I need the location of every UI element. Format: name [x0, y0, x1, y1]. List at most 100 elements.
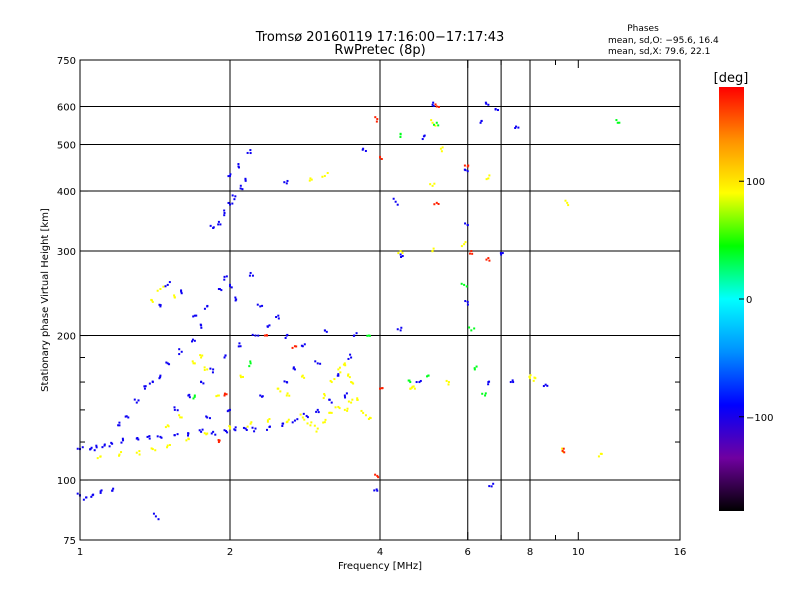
- data-point: [323, 394, 326, 397]
- data-point: [76, 492, 79, 495]
- data-point: [219, 223, 222, 226]
- data-point: [367, 334, 370, 337]
- x-tick-label: 16: [674, 547, 687, 558]
- data-point: [347, 373, 350, 376]
- data-point: [437, 105, 440, 108]
- legend: Phases mean, sd,O: −95.6, 16.4 mean, sd,…: [608, 24, 719, 57]
- data-point: [166, 444, 169, 447]
- data-point: [515, 125, 518, 128]
- data-point: [481, 392, 484, 395]
- data-point: [463, 283, 466, 286]
- data-point: [409, 387, 412, 390]
- data-point: [346, 374, 349, 377]
- data-point: [138, 453, 141, 456]
- data-point: [200, 326, 203, 329]
- data-point: [400, 326, 403, 329]
- data-point: [223, 394, 226, 397]
- data-point: [350, 356, 353, 359]
- colorbar: [deg] 100 0 −100: [714, 71, 773, 511]
- data-point: [223, 278, 226, 281]
- data-point: [185, 439, 188, 442]
- data-point: [350, 381, 353, 384]
- data-point: [296, 418, 299, 421]
- data-point: [191, 338, 194, 341]
- data-point: [178, 348, 181, 351]
- data-point: [173, 294, 176, 297]
- data-point: [265, 334, 268, 337]
- data-point: [324, 418, 327, 421]
- data-point: [399, 329, 402, 332]
- data-point: [435, 201, 438, 204]
- data-point: [176, 433, 179, 436]
- data-point: [266, 419, 269, 422]
- data-point: [306, 416, 309, 419]
- data-point: [95, 446, 98, 449]
- data-point: [244, 178, 247, 181]
- data-point: [492, 482, 495, 485]
- data-point: [315, 430, 318, 433]
- data-point: [373, 489, 376, 492]
- data-point: [223, 275, 226, 278]
- data-point: [487, 177, 490, 180]
- data-point: [254, 427, 257, 430]
- data-point: [322, 397, 325, 400]
- data-point: [355, 332, 358, 335]
- data-point: [328, 411, 331, 414]
- data-point: [193, 339, 196, 342]
- data-point: [367, 418, 370, 421]
- data-point: [103, 444, 106, 447]
- data-point: [301, 416, 304, 419]
- data-point: [251, 274, 254, 277]
- data-point: [437, 202, 440, 205]
- colorbar-tick-label: 0: [746, 295, 752, 306]
- data-point: [346, 407, 349, 410]
- data-point: [351, 398, 354, 401]
- data-point: [490, 485, 493, 488]
- data-point: [234, 429, 237, 432]
- data-point: [277, 314, 280, 317]
- data-point: [344, 364, 347, 367]
- data-point: [283, 380, 286, 383]
- data-point: [430, 119, 433, 122]
- data-point: [95, 444, 98, 447]
- data-point: [108, 445, 111, 448]
- data-point: [376, 489, 379, 492]
- data-point: [227, 201, 230, 204]
- data-point: [380, 158, 383, 161]
- data-point: [159, 376, 162, 379]
- data-point: [188, 396, 191, 399]
- y-tick-label: 75: [63, 536, 76, 547]
- data-point: [413, 387, 416, 390]
- data-point: [118, 421, 121, 424]
- data-point: [369, 417, 372, 420]
- data-point: [159, 288, 162, 291]
- data-point: [229, 427, 231, 430]
- data-point: [217, 220, 220, 223]
- data-point: [193, 394, 196, 397]
- data-point: [408, 379, 411, 382]
- data-point: [168, 444, 171, 447]
- legend-title: Phases: [627, 24, 659, 34]
- data-point: [377, 476, 380, 479]
- data-point: [306, 422, 309, 425]
- data-point: [279, 390, 282, 393]
- data-point: [567, 204, 570, 207]
- data-point: [351, 381, 354, 384]
- data-point: [143, 385, 146, 388]
- data-point: [361, 148, 364, 151]
- data-point: [118, 454, 121, 457]
- data-point: [90, 446, 93, 449]
- data-point: [302, 412, 305, 415]
- data-point: [277, 317, 280, 320]
- plot-area: 1 2 4 6 8 10 16 75 100 200 300 400 500 600 750: [57, 56, 686, 558]
- data-point: [178, 353, 181, 356]
- data-point: [529, 377, 531, 380]
- data-point: [218, 288, 221, 291]
- data-point: [248, 365, 251, 368]
- data-point: [431, 121, 434, 124]
- data-point: [321, 175, 324, 178]
- data-point: [164, 426, 167, 429]
- data-point: [364, 149, 367, 152]
- data-point: [400, 255, 403, 258]
- data-point: [205, 433, 208, 436]
